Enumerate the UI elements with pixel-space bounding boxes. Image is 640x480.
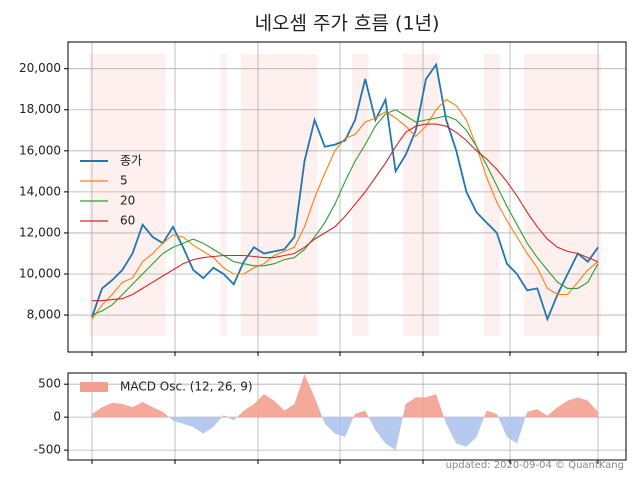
signal-band	[240, 54, 318, 336]
legend-label: 종가	[120, 154, 142, 168]
oscillator-negative	[169, 417, 526, 451]
y-tick-label: 0	[53, 410, 61, 424]
y-tick-label: -500	[34, 443, 61, 457]
signal-band	[524, 54, 601, 336]
y-tick-label: 14,000	[19, 184, 61, 198]
legend-label: 20	[120, 194, 135, 208]
y-tick-label: 18,000	[19, 102, 61, 116]
footer: updated: 2020-09-04 © QuantKang	[446, 460, 624, 471]
legend-label: MACD Osc. (12, 26, 9)	[120, 380, 253, 394]
price-line	[92, 123, 599, 302]
signal-band	[402, 54, 440, 336]
legend-label: 5	[120, 174, 128, 188]
chart-title: 네오셈 주가 흐름 (1년)	[255, 13, 440, 35]
price-line	[91, 62, 599, 322]
y-tick-label: 10,000	[19, 266, 61, 280]
legend-swatch	[80, 382, 108, 392]
price-line	[91, 98, 599, 320]
y-tick-label: 16,000	[19, 143, 61, 157]
y-tick-label: 12,000	[19, 225, 61, 239]
y-tick-label: 8,000	[27, 308, 61, 322]
legend-label: 60	[120, 214, 135, 228]
signal-band	[352, 54, 369, 336]
signal-band	[483, 54, 500, 336]
price-line	[91, 109, 599, 316]
plot-frame	[67, 372, 627, 461]
y-tick-label: 20,000	[19, 61, 61, 75]
signal-band	[220, 54, 227, 336]
plot-frame	[67, 41, 627, 353]
oscillator-positive	[92, 374, 598, 418]
y-tick-label: 500	[38, 377, 61, 391]
